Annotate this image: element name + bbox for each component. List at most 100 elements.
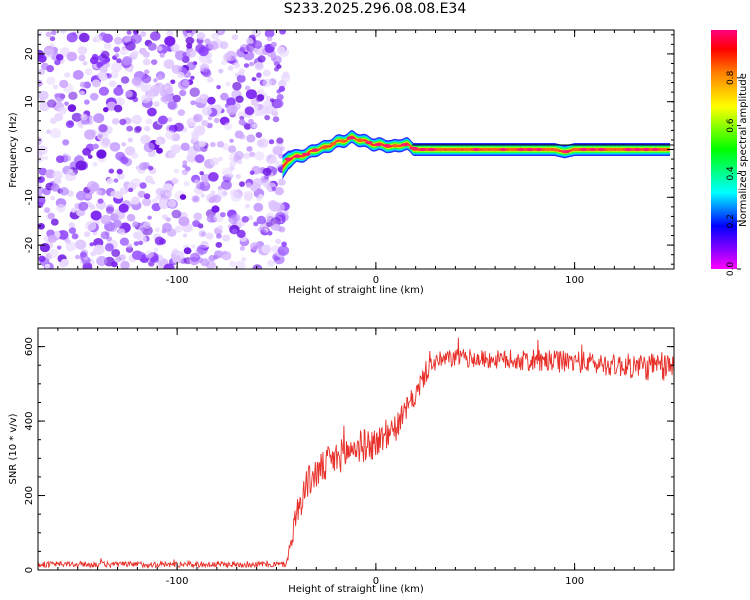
noise-blob (126, 66, 133, 73)
ridge-hotspot (427, 147, 436, 152)
chart-title: S233.2025.296.08.08.E34 (283, 1, 467, 17)
noise-blob (238, 119, 246, 126)
noise-blob (282, 71, 290, 78)
noise-blob (182, 79, 190, 87)
y-tick-label: -10 (24, 189, 35, 205)
noise-blob (264, 175, 270, 180)
noise-blob (150, 180, 156, 185)
ridge-hotspot (418, 147, 427, 152)
noise-blob (202, 69, 212, 78)
noise-blob (245, 89, 257, 100)
noise-blob (189, 87, 200, 97)
noise-blob (210, 190, 216, 195)
noise-blob (38, 223, 45, 230)
y-tick-label: 20 (24, 48, 35, 61)
noise-blob (127, 137, 133, 143)
noise-blob (236, 229, 246, 238)
ridge-hotspot (508, 147, 516, 152)
noise-blob (47, 234, 58, 243)
noise-blob (163, 263, 175, 269)
y-tick-label: 0 (24, 146, 35, 152)
noise-blob (227, 65, 234, 71)
noise-blob (93, 244, 105, 255)
noise-blob (38, 182, 42, 188)
noise-blob (87, 154, 93, 159)
noise-blob (183, 247, 192, 255)
noise-blob (191, 30, 198, 34)
noise-blob (200, 93, 206, 100)
snr-ylabel: SNR (10 * v/v) (8, 413, 19, 484)
noise-blob (68, 168, 73, 173)
noise-blob (216, 233, 222, 239)
noise-blob (89, 204, 96, 210)
noise-blob (180, 142, 190, 151)
noise-blob (111, 249, 121, 257)
noise-blob (45, 31, 52, 37)
noise-blob (270, 217, 281, 227)
noise-blob (239, 116, 245, 121)
noise-blob (253, 202, 264, 212)
noise-blob (158, 115, 168, 125)
noise-blob (257, 55, 266, 63)
noise-blob (59, 30, 67, 34)
ridge-hotspot (455, 147, 461, 152)
noise-blob (75, 239, 87, 250)
noise-blob (151, 202, 161, 212)
noise-blob (143, 193, 151, 200)
noise-blob (151, 255, 159, 264)
noise-blob (54, 92, 65, 102)
noise-blob (218, 156, 223, 162)
noise-blob (279, 30, 286, 35)
noise-blob (257, 138, 269, 149)
x-tick-label: -100 (166, 576, 189, 587)
noise-blob (276, 94, 284, 101)
noise-blob (265, 95, 272, 101)
noise-blob (66, 32, 78, 43)
ridge-hotspot (373, 143, 382, 147)
noise-blob (165, 130, 176, 140)
noise-blob (236, 74, 246, 83)
noise-blob (217, 30, 223, 33)
noise-blob (226, 97, 236, 107)
noise-blob (75, 160, 87, 171)
noise-blob (98, 86, 109, 96)
noise-blob (119, 47, 129, 56)
noise-blob (229, 161, 237, 168)
noise-blob (38, 145, 48, 155)
noise-blob (262, 167, 272, 176)
noise-blob (139, 162, 148, 171)
ridge-hotspot (490, 147, 498, 152)
noise-blob (110, 71, 119, 79)
noise-blob (67, 104, 77, 112)
noise-blob (39, 243, 51, 253)
noise-blob (267, 231, 273, 236)
noise-blob (89, 242, 94, 247)
noise-blob (47, 99, 57, 108)
noise-blob (243, 63, 250, 68)
noise-blob (96, 189, 103, 196)
ridge-hotspot (661, 147, 668, 152)
noise-blob (118, 203, 129, 213)
noise-blob (179, 89, 187, 97)
ridge-hotspot (329, 142, 337, 146)
x-tick-label: 0 (373, 576, 379, 587)
noise-blob (116, 58, 122, 64)
noise-blob (276, 46, 286, 55)
ridge-hotspot (293, 154, 301, 158)
noise-blob (96, 149, 107, 159)
noise-blob (41, 62, 49, 70)
noise-blob (222, 250, 227, 255)
noise-blob (79, 81, 87, 88)
noise-blob (254, 151, 265, 161)
noise-blob (113, 178, 119, 183)
noise-blob (68, 227, 77, 234)
noise-blob (198, 140, 206, 148)
noise-blob (272, 107, 278, 113)
noise-blob (207, 96, 216, 105)
noise-blob (55, 54, 64, 61)
noise-blob (173, 168, 179, 174)
noise-blob (191, 195, 200, 203)
noise-blob (78, 201, 89, 211)
noise-blob (92, 162, 98, 167)
noise-blob (230, 192, 242, 202)
